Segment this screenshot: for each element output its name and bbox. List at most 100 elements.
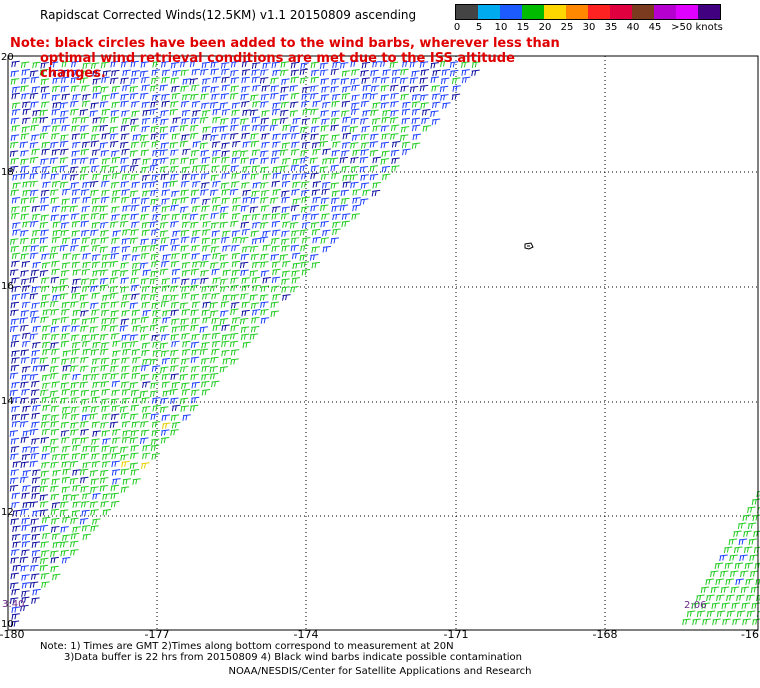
- wind-barb: [31, 550, 41, 557]
- wind-barb: [70, 85, 80, 92]
- wind-barb: [170, 333, 180, 341]
- wind-barb: [321, 188, 330, 196]
- wind-barb: [380, 125, 390, 132]
- wind-barb: [101, 108, 111, 116]
- wind-barb: [21, 374, 30, 381]
- wind-barb: [419, 94, 429, 101]
- wind-barb: [250, 197, 259, 204]
- wind-barb: [129, 302, 139, 309]
- wind-barb: [142, 269, 152, 277]
- wind-barb: [39, 509, 49, 516]
- wind-barb: [12, 229, 21, 236]
- wind-barb: [9, 372, 19, 380]
- wind-barb: [91, 358, 101, 365]
- wind-barb: [61, 301, 71, 309]
- wind-barb: [101, 253, 111, 261]
- lat-label-16: 16: [1, 281, 14, 292]
- wind-barb: [169, 180, 179, 188]
- wind-barb: [241, 60, 251, 68]
- wind-barb: [232, 197, 241, 204]
- wind-barb: [100, 237, 109, 244]
- wind-barb: [191, 253, 200, 260]
- wind-barb: [129, 413, 139, 420]
- wind-barb: [192, 180, 201, 188]
- wind-barb: [102, 508, 112, 516]
- wind-barb: [160, 260, 170, 268]
- wind-barb: [80, 125, 89, 132]
- wind-barb: [380, 102, 390, 109]
- wind-barb: [39, 116, 49, 124]
- wind-barb: [371, 189, 381, 197]
- wind-barb: [29, 172, 39, 180]
- wind-barb: [722, 618, 731, 626]
- wind-barb: [89, 110, 99, 117]
- wind-barb: [232, 150, 241, 157]
- wind-barb: [10, 318, 20, 325]
- wind-barb: [82, 62, 91, 70]
- wind-barb: [292, 117, 301, 125]
- wind-barb: [9, 141, 19, 149]
- wind-barb: [121, 388, 131, 396]
- wind-barb: [212, 76, 221, 84]
- wind-barb: [31, 349, 40, 357]
- wind-barb: [170, 294, 179, 302]
- wind-barb: [70, 532, 80, 540]
- wind-barb: [90, 62, 100, 70]
- wind-barb: [121, 213, 130, 221]
- wind-barb: [430, 110, 439, 117]
- wind-barb: [272, 172, 282, 180]
- wind-barb: [109, 221, 119, 228]
- wind-barb: [9, 597, 19, 604]
- wind-barb: [251, 116, 261, 124]
- wind-barb: [22, 340, 31, 348]
- wind-barb: [190, 221, 199, 229]
- wind-barb: [221, 84, 231, 92]
- wind-barb: [369, 149, 379, 157]
- wind-barb: [260, 205, 270, 212]
- wind-barb: [30, 573, 40, 580]
- wind-barb: [171, 268, 181, 276]
- wind-barb: [39, 237, 49, 244]
- wind-barb: [50, 493, 60, 501]
- wind-barb: [10, 557, 19, 564]
- wind-barb: [359, 198, 369, 205]
- wind-barb: [389, 61, 399, 69]
- chart-title: Rapidscat Corrected Winds(12.5KM) v1.1 2…: [40, 8, 417, 22]
- wind-barb: [51, 573, 61, 581]
- wind-barb: [121, 148, 130, 156]
- wind-barb: [141, 349, 150, 357]
- wind-barb: [80, 421, 89, 428]
- wind-barb: [82, 253, 91, 260]
- wind-barb: [180, 180, 190, 188]
- wind-barb: [40, 86, 50, 93]
- wind-barb: [360, 182, 370, 189]
- wind-barb: [109, 277, 119, 284]
- wind-barb: [40, 229, 49, 237]
- wind-barb: [190, 309, 199, 317]
- wind-barb: [10, 549, 20, 556]
- wind-barb: [241, 100, 250, 108]
- wind-barb: [120, 301, 130, 308]
- wind-barb: [400, 85, 409, 93]
- wind-barb: [11, 277, 20, 284]
- wind-barb: [192, 165, 201, 172]
- wind-barb: [290, 286, 299, 293]
- wind-barb: [140, 61, 150, 68]
- wind-barb: [249, 157, 259, 165]
- wind-barb: [180, 189, 190, 197]
- wind-barb: [210, 246, 220, 253]
- wind-barb: [440, 60, 449, 68]
- wind-barb: [40, 421, 50, 428]
- wind-barb: [299, 229, 309, 236]
- wind-barb: [743, 530, 752, 538]
- wind-barb: [181, 166, 191, 174]
- wind-barb: [32, 365, 42, 372]
- wind-barb: [301, 237, 311, 244]
- wind-barb: [242, 165, 251, 173]
- wind-barb: [312, 148, 321, 156]
- wind-barb: [329, 157, 339, 165]
- wind-barb: [299, 165, 309, 172]
- wind-barb: [249, 245, 259, 253]
- wind-barb: [211, 126, 221, 133]
- wind-barb: [211, 340, 221, 348]
